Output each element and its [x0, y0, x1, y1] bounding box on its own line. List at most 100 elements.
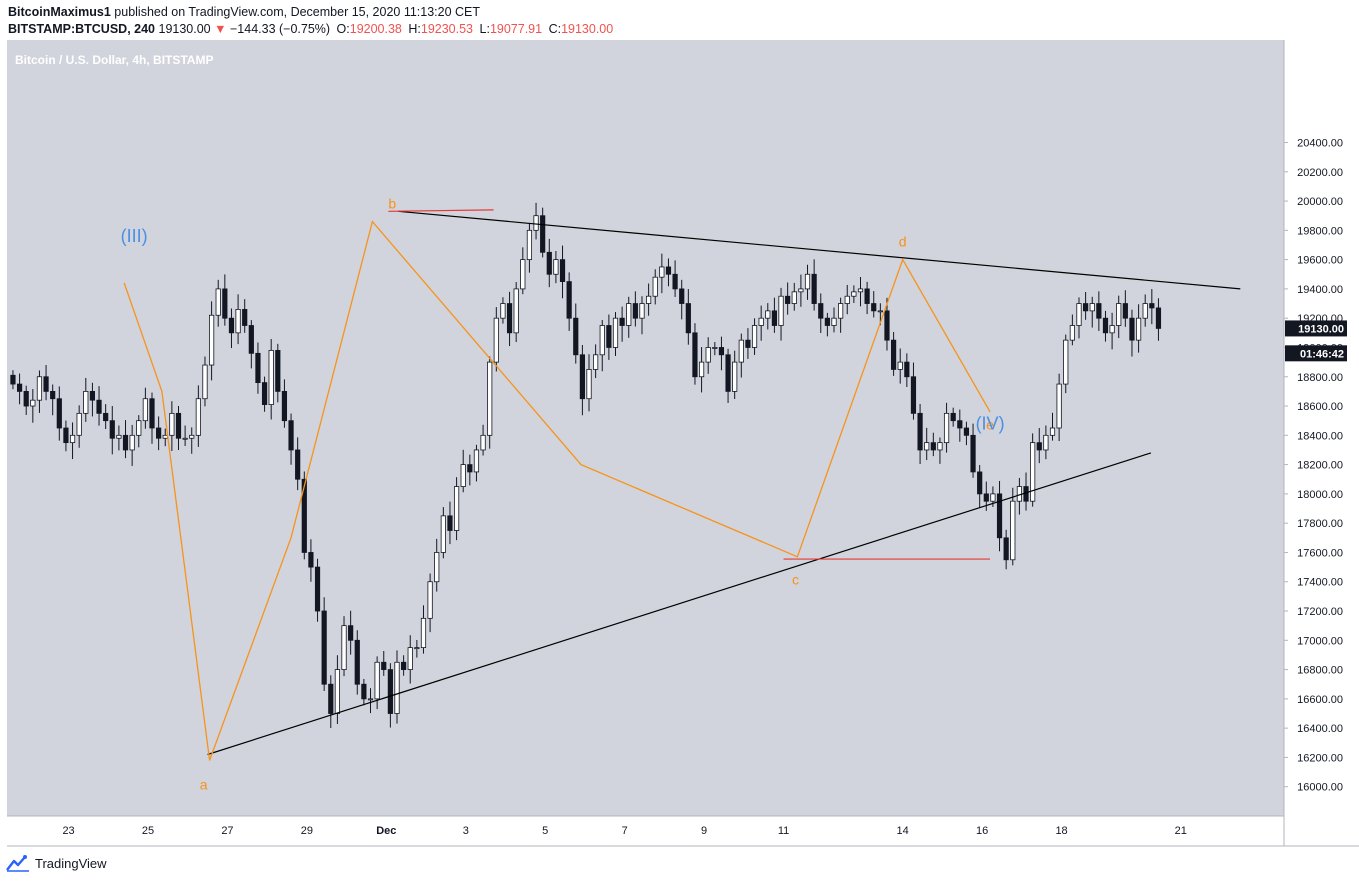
candle-body [175, 412, 182, 439]
candle-body [460, 464, 466, 487]
candle-body [228, 317, 235, 334]
candle-body [500, 303, 506, 319]
candle-body [970, 434, 976, 473]
candle-body [963, 427, 970, 436]
candle-body [890, 339, 897, 370]
candle-body [990, 493, 996, 502]
candle-body [69, 434, 76, 444]
candle-body [937, 442, 943, 451]
candle-body [96, 399, 102, 414]
candle-body [341, 625, 347, 670]
candle-body [692, 332, 698, 378]
candle-body [334, 669, 341, 714]
candle-body [983, 493, 989, 502]
wave-label: (III) [121, 226, 148, 246]
x-tick-label: 29 [301, 825, 313, 837]
candle-body [156, 427, 162, 439]
candle-body [76, 412, 82, 436]
red-level-line [388, 209, 494, 212]
candle-body [142, 398, 148, 422]
candles [10, 202, 1162, 729]
candle-body [857, 288, 864, 293]
candle-body [288, 420, 294, 451]
candle-body [182, 437, 188, 440]
candle-body [314, 566, 321, 612]
candle-body [467, 464, 473, 473]
candle-body [1003, 537, 1009, 561]
candle-body [566, 281, 572, 319]
x-tick-label: 21 [1175, 825, 1187, 837]
candle-body [348, 625, 354, 641]
candle-body [612, 317, 619, 348]
y-tick-label: 17000.00 [1297, 635, 1343, 647]
candle-body [771, 310, 778, 326]
author-name[interactable]: BitcoinMaximus1 [8, 5, 111, 19]
chart-title: Bitcoin / U.S. Dollar, 4h, BITSTAMP [15, 53, 213, 67]
low-label: L: [479, 22, 490, 36]
candle-body [1129, 317, 1135, 341]
candle-body [758, 317, 764, 326]
candle-body [943, 412, 950, 444]
candle-body [109, 420, 115, 439]
footer-brand[interactable]: TradingView [35, 855, 107, 871]
candle-body [996, 493, 1003, 539]
y-tick-label: 16400.00 [1297, 723, 1343, 735]
candle-body [103, 412, 109, 422]
candle-body [367, 698, 374, 701]
price-chart[interactable]: Bitcoin / U.S. Dollar, 4h, BITSTAMP USD … [0, 40, 1359, 848]
candle-body [593, 354, 599, 370]
y-tick-label: 17400.00 [1297, 577, 1343, 589]
high-value: 19230.53 [420, 22, 474, 36]
published-text: published on TradingView.com, December 1… [114, 5, 481, 19]
candle-body [910, 376, 917, 414]
candle-body [89, 390, 96, 401]
chart-area[interactable]: Bitcoin / U.S. Dollar, 4h, BITSTAMP USD … [0, 40, 1359, 848]
candle-body [1116, 303, 1122, 326]
candle-body [261, 382, 268, 405]
candle-body [122, 434, 129, 451]
candle-body [924, 442, 930, 451]
candle-body [659, 266, 665, 278]
wave-label: c [792, 572, 799, 588]
candle-body [1063, 339, 1069, 385]
x-tick-label: 23 [62, 825, 74, 837]
open-value: 19200.38 [349, 22, 402, 36]
price-tag-text: 01:46:42 [1300, 348, 1344, 360]
candle-body [16, 383, 23, 392]
candle-body [652, 276, 658, 297]
wave-label: d [899, 233, 907, 249]
time-axis[interactable] [7, 816, 1284, 846]
candle-body [268, 349, 274, 405]
candle-body [354, 639, 360, 685]
y-tick-label: 18600.00 [1297, 401, 1343, 413]
candle-body [685, 303, 691, 334]
candle-body [208, 314, 215, 366]
x-tick-label: 27 [221, 825, 233, 837]
candle-body [811, 273, 817, 304]
candle-body [473, 449, 480, 473]
y-tick-label: 17800.00 [1297, 518, 1343, 530]
candle-body [493, 317, 499, 363]
candle-body [427, 581, 433, 619]
candle-body [1069, 325, 1075, 341]
change-text: −144.33 (−0.75%) [229, 22, 331, 36]
candle-body [725, 354, 731, 392]
y-tick-label: 18200.00 [1297, 460, 1343, 472]
price-axis[interactable] [1284, 40, 1359, 816]
candle-body [705, 347, 711, 363]
candle-body [824, 317, 830, 326]
x-tick-label: 16 [976, 825, 988, 837]
candle-body [665, 266, 672, 275]
candle-body [1089, 303, 1095, 312]
candle-body [222, 288, 228, 319]
candle-body [818, 303, 824, 319]
candle-body [1083, 303, 1089, 312]
x-axis-ticks: 23 25 27 29 Dec 3 5 7 9 11 14 16 18 21 [62, 825, 1186, 837]
candle-body [281, 390, 288, 422]
candle-body [626, 303, 632, 326]
candle-body [804, 273, 811, 290]
candle-body [414, 647, 420, 650]
candle-body [162, 434, 168, 439]
y-tick-label: 20200.00 [1297, 167, 1343, 179]
tradingview-logo-icon[interactable] [6, 854, 30, 872]
